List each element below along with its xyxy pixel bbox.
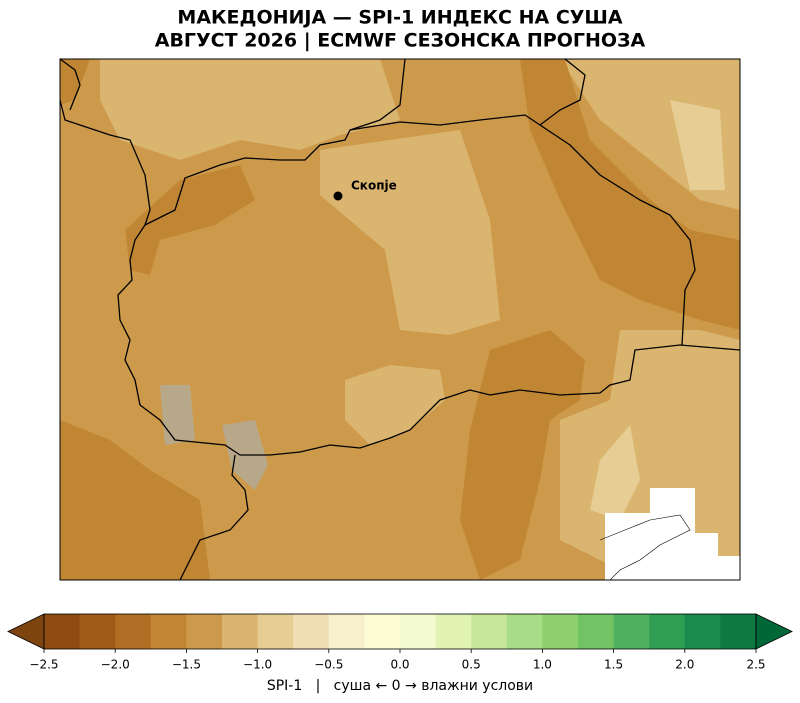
- colorbar-segment: [293, 614, 330, 649]
- colorbar-segment: [150, 614, 187, 649]
- colorbar-label: SPI-1 | суша ← 0 → влажни услови: [267, 678, 533, 694]
- colorbar-segment: [542, 614, 579, 649]
- colorbar-tick-label: −2.5: [29, 658, 58, 672]
- colorbar-under: [7, 613, 45, 650]
- colorbar-segment: [471, 614, 508, 649]
- colorbar-tick-label: 0.5: [462, 658, 481, 672]
- contour: [100, 59, 400, 160]
- masked-area: [605, 488, 740, 580]
- city-marker: [333, 191, 343, 201]
- colorbar-tick-label: 1.0: [533, 658, 552, 672]
- colorbar: −2.5 −2.0 −1.5 −1.0 −0.5 0.0 0.5 1.0 1.5 2.0 2.5: [7, 613, 793, 672]
- contour: [125, 165, 255, 275]
- colorbar-segment: [506, 614, 543, 649]
- colorbar-tick-label: −0.5: [314, 658, 343, 672]
- border: [60, 99, 740, 456]
- map-frame: [59, 58, 741, 581]
- map: Скопје: [60, 59, 740, 580]
- colorbar-segment: [364, 614, 401, 649]
- colorbar-segment: [328, 614, 365, 649]
- colorbar-segment: [115, 614, 152, 649]
- lake: [160, 385, 195, 445]
- border: [539, 124, 696, 346]
- contour: [60, 420, 210, 580]
- colorbar-segment: [186, 614, 223, 649]
- colorbar-segment: [435, 614, 472, 649]
- subtitle: АВГУСТ 2026 | ECMWF СЕЗОНСКА ПРОГНОЗА: [155, 30, 646, 52]
- border: [179, 454, 249, 580]
- contour: [60, 59, 90, 105]
- colorbar-segment: [578, 614, 615, 649]
- border: [60, 59, 81, 111]
- colorbar-tick-label: 0.0: [390, 658, 409, 672]
- colorbar-segment: [613, 614, 650, 649]
- contour: [345, 365, 445, 445]
- contour: [460, 330, 585, 580]
- colorbar-segment: [79, 614, 116, 649]
- colorbar-tick-label: −1.5: [172, 658, 201, 672]
- colorbar-segment: [649, 614, 686, 649]
- contour: [670, 100, 725, 190]
- colorbar-segment: [720, 614, 757, 649]
- coastline: [599, 514, 691, 580]
- colorbar-segment: [400, 614, 437, 649]
- contour: [590, 425, 640, 520]
- colorbar-segment: [684, 614, 721, 649]
- colorbar-segment: [257, 614, 294, 649]
- colorbar-over: [755, 613, 793, 650]
- city-label: Скопје: [351, 179, 397, 193]
- colorbar-tick-label: −1.0: [243, 658, 272, 672]
- colorbar-tick-label: 2.0: [675, 658, 694, 672]
- border: [349, 59, 586, 131]
- colorbar-segment: [44, 614, 81, 649]
- colorbar-tick-label: 2.5: [746, 658, 765, 672]
- colorbar-tick-label: −2.0: [101, 658, 130, 672]
- title: МАКЕДОНИЈА — SPI-1 ИНДЕКС НА СУША: [177, 7, 622, 29]
- colorbar-tick-label: 1.5: [604, 658, 623, 672]
- contour: [320, 130, 500, 335]
- border: [144, 59, 406, 226]
- colorbar-segment: [222, 614, 259, 649]
